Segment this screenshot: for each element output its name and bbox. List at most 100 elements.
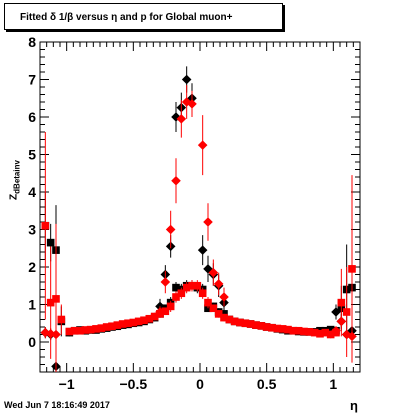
y-tick-label: 7 bbox=[28, 72, 36, 88]
chart-axes: 0 1 2 3 4 5 6 7 8 −1 −0.5 0 0.5 1 bbox=[28, 34, 361, 392]
timestamp: Wed Jun 7 18:16:49 2017 bbox=[4, 400, 110, 410]
data-point-square bbox=[124, 319, 132, 328]
data-point-square bbox=[52, 295, 60, 303]
data-point-diamond bbox=[208, 267, 219, 278]
data-point-square bbox=[294, 326, 303, 335]
data-point-square bbox=[310, 328, 319, 337]
data-point-diamond bbox=[155, 307, 165, 317]
data-point-square bbox=[214, 310, 223, 318]
data-point-diamond bbox=[187, 99, 197, 109]
x-tick-label: 1 bbox=[329, 376, 337, 392]
data-point-square bbox=[241, 319, 250, 328]
data-point-square bbox=[140, 316, 148, 325]
data-point-square bbox=[102, 323, 111, 331]
y-tick-label: 4 bbox=[28, 184, 36, 200]
y-tick-label: 8 bbox=[28, 34, 36, 50]
data-point-square bbox=[81, 326, 90, 334]
data-point-square bbox=[273, 324, 282, 333]
data-point-square bbox=[342, 308, 351, 316]
data-point-square bbox=[46, 298, 55, 307]
x-tick-label: 0 bbox=[196, 376, 204, 392]
y-tick-label: 6 bbox=[28, 109, 36, 125]
data-point-square bbox=[108, 322, 116, 331]
data-point-square bbox=[246, 320, 255, 328]
data-point-square bbox=[252, 321, 260, 329]
data-point-square bbox=[57, 315, 66, 324]
data-point-square bbox=[193, 281, 202, 290]
x-tick-label: −0.5 bbox=[120, 376, 148, 392]
x-tick-label: −1 bbox=[59, 376, 75, 392]
plot-frame bbox=[39, 41, 361, 373]
data-point-diamond bbox=[160, 277, 171, 287]
data-point-diamond bbox=[197, 245, 208, 255]
y-tick-label: 5 bbox=[28, 147, 36, 163]
y-tick-label: 2 bbox=[28, 259, 36, 275]
data-point-square bbox=[41, 221, 50, 230]
data-point-square bbox=[337, 298, 346, 307]
data-point-diamond bbox=[213, 279, 224, 289]
data-point-square bbox=[46, 238, 55, 247]
data-point-square bbox=[257, 322, 266, 330]
data-point-diamond bbox=[336, 316, 347, 327]
data-point-square bbox=[177, 289, 186, 298]
data-point-square bbox=[166, 302, 175, 311]
data-point-square bbox=[198, 289, 207, 298]
data-point-square bbox=[225, 315, 234, 324]
data-point-square bbox=[113, 321, 122, 329]
data-point-square bbox=[236, 318, 244, 327]
data-point-square bbox=[262, 323, 271, 331]
data-point-square bbox=[300, 327, 308, 336]
data-point-diamond bbox=[341, 329, 352, 340]
series-red-square bbox=[41, 132, 356, 372]
data-point-diamond bbox=[219, 292, 229, 302]
data-point-square bbox=[172, 283, 180, 292]
data-point-square bbox=[305, 328, 314, 336]
data-point-diamond bbox=[51, 329, 61, 340]
data-point-square bbox=[65, 327, 74, 336]
data-point-diamond bbox=[203, 217, 213, 227]
y-axis-label: ZdBetainv bbox=[1, 130, 29, 230]
data-point-diamond bbox=[347, 331, 357, 342]
data-point-square bbox=[161, 307, 170, 316]
data-point-square bbox=[92, 325, 100, 333]
data-point-square bbox=[209, 304, 218, 313]
data-point-diamond bbox=[181, 74, 192, 85]
data-point-square bbox=[182, 283, 191, 292]
series-red-diamond bbox=[40, 85, 357, 342]
data-point-diamond bbox=[171, 175, 181, 186]
y-tick-label: 3 bbox=[28, 222, 36, 238]
chart-title: Fitted δ 1/β versus η and p for Global m… bbox=[20, 12, 233, 23]
data-point-square bbox=[268, 323, 276, 332]
data-point-square bbox=[321, 328, 330, 337]
data-point-square bbox=[289, 326, 298, 335]
data-point-square bbox=[97, 324, 106, 332]
y-tick-label: 1 bbox=[28, 297, 36, 313]
data-point-diamond bbox=[331, 325, 341, 336]
data-point-diamond bbox=[197, 140, 208, 150]
data-point-square bbox=[188, 281, 196, 290]
data-point-square bbox=[230, 317, 239, 326]
data-point-square bbox=[70, 326, 79, 335]
series-black-square bbox=[41, 192, 356, 348]
data-point-square bbox=[134, 317, 143, 326]
data-point-square bbox=[348, 265, 356, 273]
data-point-square bbox=[150, 312, 159, 321]
data-point-square bbox=[316, 329, 324, 338]
data-point-diamond bbox=[165, 224, 176, 235]
data-point-square bbox=[76, 326, 84, 335]
y-tick-label: 0 bbox=[28, 334, 36, 350]
y-axis-label-text: ZdBetainv bbox=[8, 160, 22, 200]
data-point-square bbox=[145, 314, 154, 323]
data-point-square bbox=[220, 313, 228, 322]
data-point-square bbox=[129, 318, 138, 327]
data-point-diamond bbox=[331, 307, 341, 317]
chart-marks bbox=[40, 66, 357, 372]
data-point-square bbox=[172, 293, 180, 301]
data-point-square bbox=[118, 320, 127, 328]
data-point-square bbox=[86, 325, 95, 334]
data-point-square bbox=[326, 330, 335, 339]
data-point-square bbox=[326, 325, 335, 334]
chart-title-box: Fitted δ 1/β versus η and p for Global m… bbox=[4, 3, 283, 30]
x-tick-label: 0.5 bbox=[257, 376, 277, 392]
